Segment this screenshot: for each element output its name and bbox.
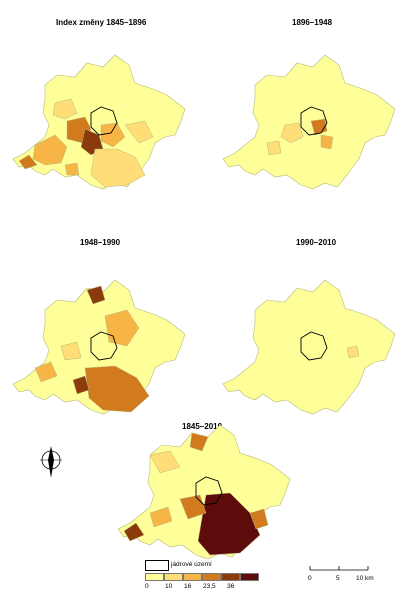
- panel-title-1845-2010: 1845–2010: [182, 422, 223, 431]
- map-1990-2010: [222, 279, 396, 415]
- scale-label-5: 5: [336, 575, 340, 582]
- panel-title-1845-1896: Index změny 1845–1896: [56, 18, 147, 27]
- map-1845-1896: [12, 54, 186, 190]
- legend-swatches: [145, 573, 259, 581]
- panel-title-1896-1948: 1896–1948: [292, 18, 333, 27]
- legend-core-swatch: [145, 560, 169, 571]
- legend-break-2: 16: [184, 583, 192, 590]
- legend-swatch-5: [240, 573, 259, 581]
- scale-label-0: 0: [308, 575, 312, 582]
- map-1845-2010: [117, 425, 291, 560]
- map-1948-1990: [12, 279, 186, 415]
- scale-bar: [309, 566, 369, 571]
- panel-title-1990-2010: 1990–2010: [296, 238, 337, 247]
- legend-break-0: 0: [145, 583, 149, 590]
- legend-break-1: 10: [165, 583, 173, 590]
- legend-swatch-3: [202, 573, 221, 581]
- legend-break-4: 36: [227, 583, 235, 590]
- legend-core-label: jádrové území: [171, 561, 212, 568]
- legend-swatch-1: [164, 573, 183, 581]
- legend: jádrové území 0 10 16 23,5 36: [143, 560, 273, 590]
- legend-break-3: 23,5: [203, 583, 216, 590]
- map-1896-1948: [222, 54, 396, 190]
- legend-swatch-4: [221, 573, 240, 581]
- panel-title-1948-1990: 1948–1990: [80, 238, 121, 247]
- scale-label-10: 10 km: [356, 575, 374, 582]
- legend-swatch-2: [183, 573, 202, 581]
- north-arrow-icon: [40, 446, 62, 478]
- legend-swatch-0: [145, 573, 164, 581]
